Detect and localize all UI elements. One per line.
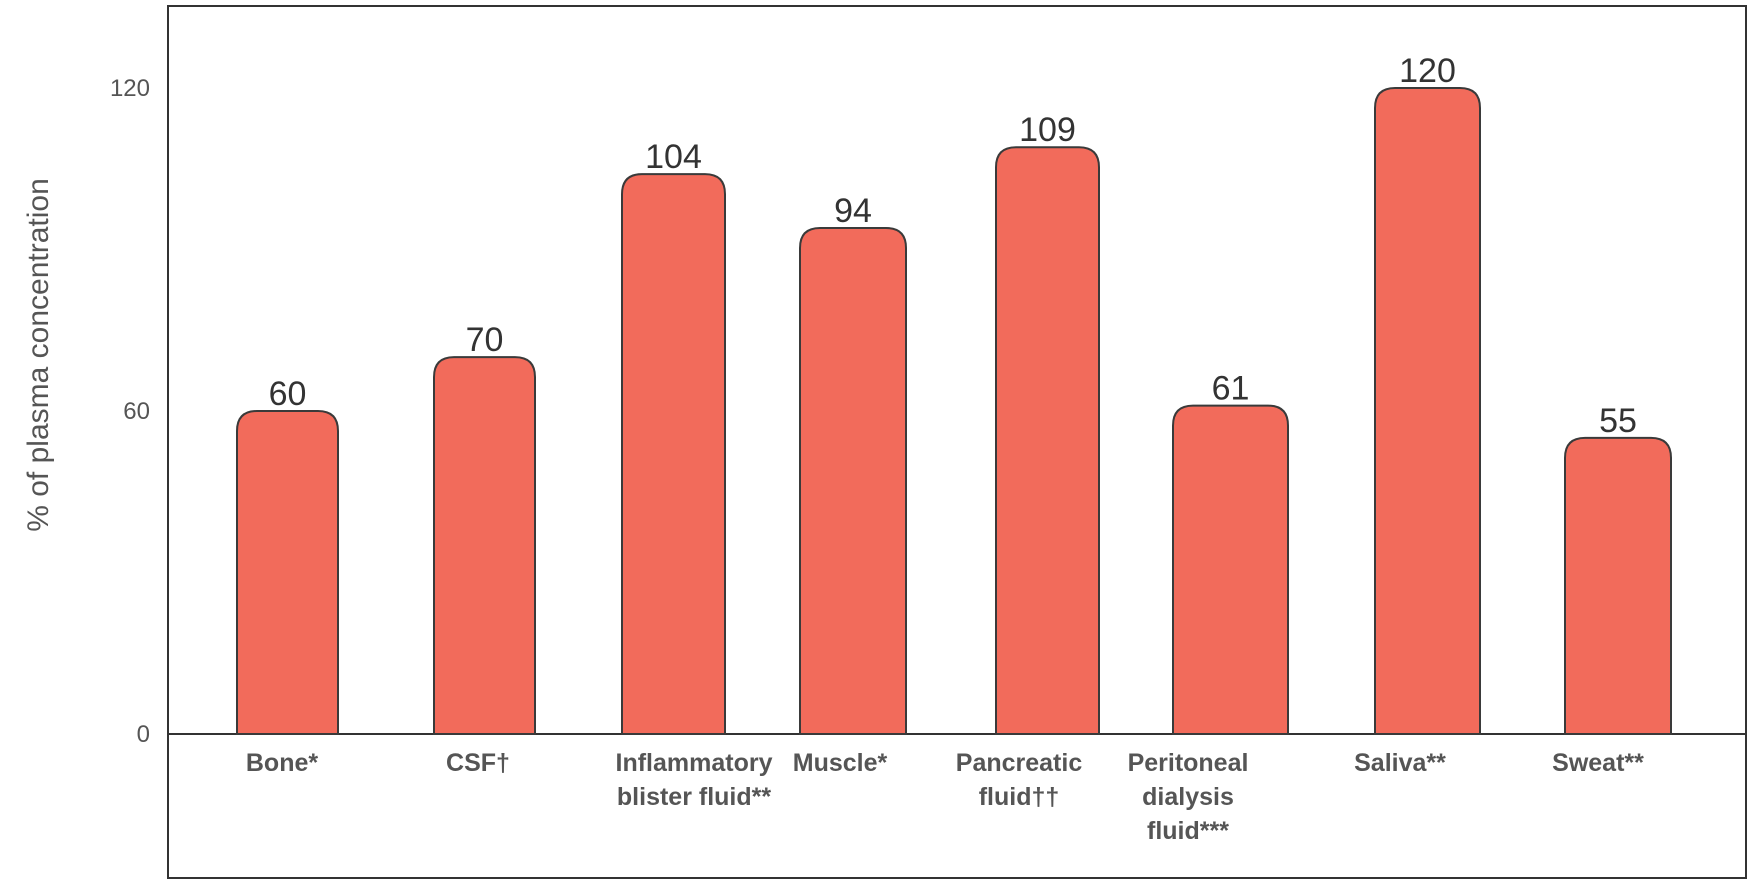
data-labels: 60 70 104 94 109 61 120 55 — [269, 52, 1637, 440]
category-label: Pancreatic — [956, 749, 1083, 777]
bar — [1564, 436, 1672, 735]
data-label: 94 — [834, 192, 872, 230]
category-label: Inflammatory — [616, 749, 773, 777]
data-label: 104 — [645, 138, 702, 176]
y-tick-label: 0 — [137, 721, 150, 748]
category-label: Peritoneal — [1128, 749, 1249, 777]
category-label: Sweat** — [1552, 749, 1644, 777]
bar — [1374, 87, 1481, 735]
data-label: 60 — [269, 375, 307, 413]
y-tick-label: 60 — [123, 398, 150, 425]
bar — [799, 226, 907, 735]
y-axis-label: % of plasma concentration — [22, 178, 55, 532]
category-label: CSF† — [446, 749, 510, 777]
bar — [995, 146, 1100, 735]
category-label: Bone* — [246, 749, 319, 777]
bar — [433, 356, 536, 735]
category-label: dialysis — [1142, 783, 1234, 811]
bar — [236, 410, 339, 735]
y-tick-labels: 0 60 120 — [110, 75, 150, 748]
bar — [1172, 404, 1289, 735]
category-label: Saliva** — [1354, 749, 1446, 777]
data-label: 70 — [466, 321, 504, 359]
category-label: blister fluid** — [617, 783, 771, 811]
data-label: 109 — [1019, 111, 1076, 149]
category-labels: Bone* CSF† Inflammatory blister fluid** Musc… — [246, 749, 1644, 845]
plot-frame — [167, 5, 1747, 879]
category-label: fluid*** — [1147, 817, 1229, 845]
data-label: 55 — [1599, 402, 1637, 440]
bar — [621, 173, 726, 735]
y-tick-label: 120 — [110, 75, 150, 102]
bars — [236, 87, 1672, 735]
data-label: 120 — [1399, 52, 1456, 90]
category-label: Muscle* — [793, 749, 888, 777]
data-label: 61 — [1212, 370, 1250, 408]
category-label: fluid†† — [979, 783, 1060, 811]
